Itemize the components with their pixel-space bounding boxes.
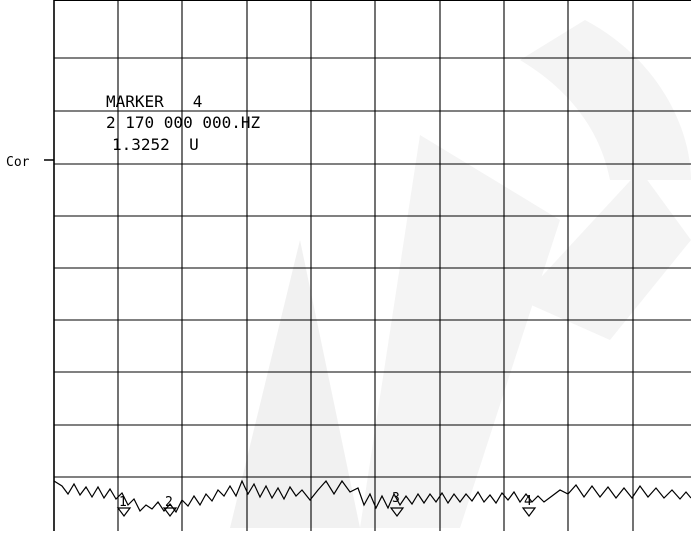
marker-4: 4 — [521, 494, 537, 517]
signal-trace — [53, 479, 691, 514]
marker-2-label: 2 — [165, 495, 173, 510]
marker-1-label: 1 — [119, 495, 127, 510]
marker-readout-value: 1.3252 U — [112, 135, 199, 154]
marker-3: 3 — [389, 491, 405, 517]
marker-1: 1 — [116, 495, 132, 517]
marker-readout: MARKER 4 2 170 000 000.HZ 1.3252 U — [106, 92, 260, 154]
marker-readout-title: MARKER 4 — [106, 92, 202, 111]
reference-level-label: Cor — [6, 155, 30, 170]
graticule — [53, 0, 691, 531]
trace-markers: 1 2 3 4 — [116, 491, 537, 517]
marker-4-label: 4 — [524, 494, 532, 509]
watermark — [230, 20, 691, 528]
marker-readout-frequency: 2 170 000 000.HZ — [106, 113, 260, 132]
marker-3-label: 3 — [392, 491, 400, 506]
marker-2: 2 — [162, 495, 178, 517]
